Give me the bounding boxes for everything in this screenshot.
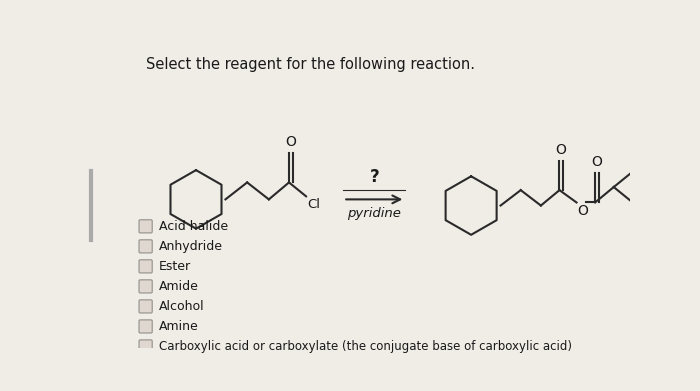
Text: ?: ? [370, 167, 379, 185]
Text: Select the reagent for the following reaction.: Select the reagent for the following rea… [146, 57, 475, 72]
Text: Amide: Amide [159, 280, 199, 293]
Text: Carboxylic acid or carboxylate (the conjugate base of carboxylic acid): Carboxylic acid or carboxylate (the conj… [159, 340, 572, 353]
Text: Amine: Amine [159, 320, 199, 333]
FancyBboxPatch shape [139, 320, 152, 333]
FancyBboxPatch shape [139, 340, 152, 353]
FancyBboxPatch shape [139, 220, 152, 233]
Text: Acid halide: Acid halide [159, 220, 228, 233]
Text: Cl: Cl [307, 198, 321, 211]
FancyBboxPatch shape [139, 260, 152, 273]
Text: pyridine: pyridine [347, 207, 401, 220]
FancyBboxPatch shape [139, 240, 152, 253]
Text: O: O [285, 135, 296, 149]
Text: O: O [578, 204, 588, 218]
Text: Anhydride: Anhydride [159, 240, 223, 253]
Text: O: O [592, 155, 602, 169]
Text: Ester: Ester [159, 260, 191, 273]
FancyBboxPatch shape [139, 280, 152, 293]
Text: O: O [556, 143, 566, 157]
Text: Alcohol: Alcohol [159, 300, 204, 313]
FancyBboxPatch shape [139, 300, 152, 313]
